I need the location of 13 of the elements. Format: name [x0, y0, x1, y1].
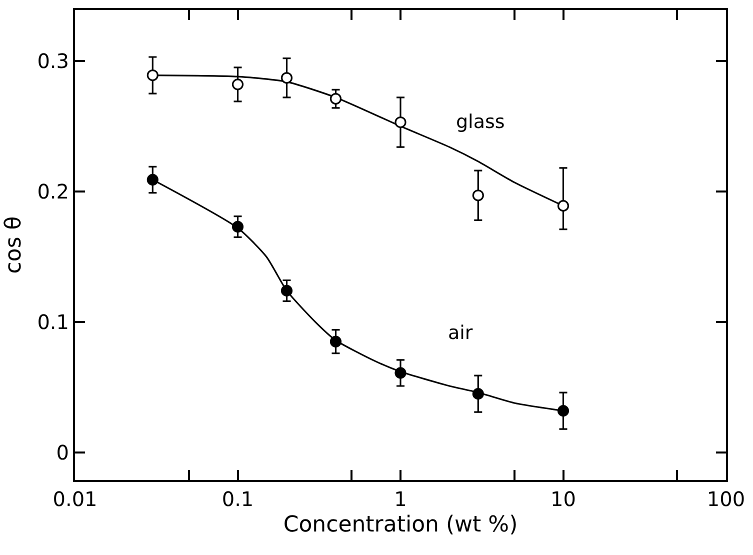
text: air [448, 322, 473, 344]
x-axis-title: Concentration (wt %) [283, 512, 518, 538]
x-tick-label: 100 [706, 487, 746, 511]
x-tick-label: 10 [550, 487, 576, 511]
x-tick-label: 0.1 [222, 487, 254, 511]
y-tick-label: 0.1 [37, 310, 69, 334]
y-tick-label: 0.2 [37, 179, 69, 204]
text: glass [456, 111, 505, 133]
y-axis-title: cos θ [1, 216, 26, 274]
y-tick-label: 0.3 [37, 48, 69, 73]
x-tick-label: 0.01 [52, 487, 98, 511]
y-tick-label: 0 [56, 440, 69, 465]
x-tick-label: 1 [394, 487, 407, 511]
